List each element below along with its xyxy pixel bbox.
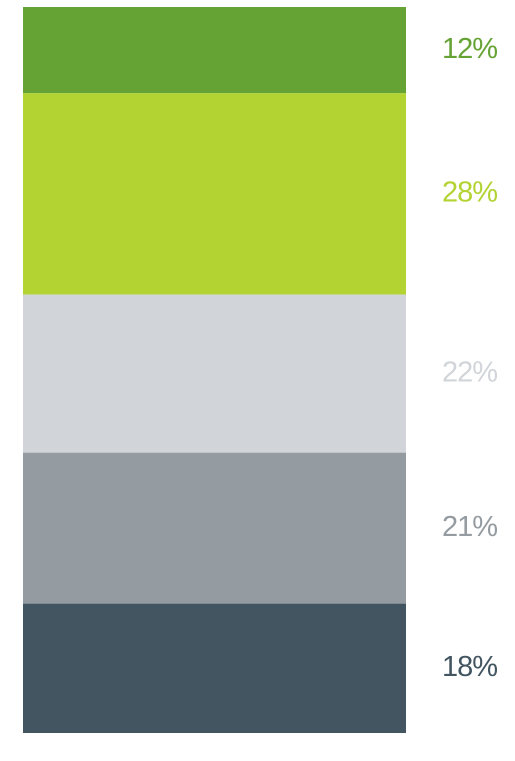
bar-segment <box>23 294 406 453</box>
value-label: 28% <box>442 177 497 209</box>
bar-segment <box>23 93 406 295</box>
bar-segment <box>23 7 406 94</box>
value-label: 12% <box>442 33 497 65</box>
value-label: 18% <box>442 651 497 683</box>
bar-segment <box>23 452 406 604</box>
value-label: 22% <box>442 356 497 388</box>
value-label: 21% <box>442 511 497 543</box>
bar-segment <box>23 603 406 733</box>
